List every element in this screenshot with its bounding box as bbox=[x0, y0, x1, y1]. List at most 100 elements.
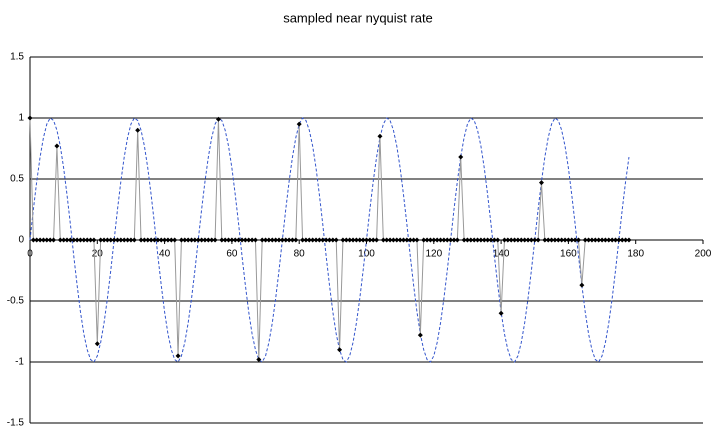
data-marker bbox=[562, 237, 568, 243]
data-marker bbox=[226, 237, 232, 243]
x-tick-label: 60 bbox=[226, 249, 238, 260]
data-marker bbox=[178, 237, 184, 243]
data-marker bbox=[135, 127, 141, 133]
data-marker bbox=[350, 237, 356, 243]
data-marker bbox=[222, 237, 228, 243]
data-marker bbox=[111, 237, 117, 243]
data-marker bbox=[242, 237, 248, 243]
data-marker bbox=[323, 237, 329, 243]
data-marker bbox=[34, 237, 40, 243]
data-marker bbox=[464, 237, 470, 243]
data-marker bbox=[249, 237, 255, 243]
data-marker bbox=[141, 237, 147, 243]
data-marker bbox=[189, 237, 195, 243]
data-marker bbox=[478, 237, 484, 243]
data-marker bbox=[306, 237, 312, 243]
data-marker bbox=[340, 237, 346, 243]
data-marker bbox=[353, 237, 359, 243]
data-marker bbox=[30, 237, 36, 243]
data-marker bbox=[101, 237, 107, 243]
data-marker bbox=[488, 237, 494, 243]
data-marker bbox=[461, 237, 467, 243]
data-marker bbox=[602, 237, 608, 243]
data-marker bbox=[71, 237, 77, 243]
y-tick-label: -0.5 bbox=[7, 296, 25, 307]
data-marker bbox=[441, 237, 447, 243]
data-marker bbox=[310, 237, 316, 243]
data-marker bbox=[259, 237, 265, 243]
data-marker bbox=[118, 237, 124, 243]
data-marker bbox=[263, 237, 269, 243]
data-marker bbox=[623, 237, 629, 243]
data-marker bbox=[303, 237, 309, 243]
x-tick-label: 40 bbox=[159, 249, 171, 260]
data-marker bbox=[269, 237, 275, 243]
data-marker bbox=[572, 237, 578, 243]
x-tick-label: 200 bbox=[695, 249, 712, 260]
data-marker bbox=[508, 237, 514, 243]
data-marker bbox=[394, 237, 400, 243]
data-marker bbox=[91, 237, 97, 243]
y-tick-label: 1 bbox=[18, 113, 24, 124]
data-marker bbox=[44, 237, 50, 243]
data-marker bbox=[182, 237, 188, 243]
data-marker bbox=[192, 237, 198, 243]
data-marker bbox=[74, 237, 80, 243]
data-marker bbox=[67, 237, 73, 243]
data-marker bbox=[515, 237, 521, 243]
data-marker bbox=[522, 237, 528, 243]
data-marker bbox=[347, 237, 353, 243]
data-marker bbox=[84, 237, 90, 243]
data-marker bbox=[289, 237, 295, 243]
data-marker bbox=[246, 237, 252, 243]
data-marker bbox=[417, 332, 423, 338]
data-marker bbox=[131, 237, 137, 243]
x-tick-label: 120 bbox=[425, 249, 442, 260]
data-marker bbox=[414, 237, 420, 243]
data-marker bbox=[108, 237, 114, 243]
data-marker bbox=[195, 237, 201, 243]
data-marker bbox=[377, 133, 383, 139]
y-tick-label: -1.5 bbox=[7, 418, 25, 429]
data-marker bbox=[367, 237, 373, 243]
data-marker bbox=[518, 237, 524, 243]
data-marker bbox=[313, 237, 319, 243]
data-marker bbox=[316, 237, 322, 243]
data-marker bbox=[609, 237, 615, 243]
data-marker bbox=[128, 237, 134, 243]
x-tick-label: 80 bbox=[294, 249, 306, 260]
data-marker bbox=[293, 237, 299, 243]
x-tick-label: 160 bbox=[560, 249, 577, 260]
data-marker bbox=[219, 237, 225, 243]
data-marker bbox=[421, 237, 427, 243]
y-tick-label: 0.5 bbox=[10, 174, 24, 185]
data-marker bbox=[283, 237, 289, 243]
data-marker bbox=[586, 237, 592, 243]
data-marker bbox=[481, 237, 487, 243]
data-marker bbox=[81, 237, 87, 243]
data-marker bbox=[168, 237, 174, 243]
data-marker bbox=[88, 237, 94, 243]
data-marker bbox=[555, 237, 561, 243]
data-marker bbox=[370, 237, 376, 243]
data-marker bbox=[592, 237, 598, 243]
data-marker bbox=[431, 237, 437, 243]
data-marker bbox=[256, 357, 262, 363]
data-marker bbox=[599, 237, 605, 243]
data-marker bbox=[525, 237, 531, 243]
data-marker bbox=[552, 237, 558, 243]
data-marker bbox=[485, 237, 491, 243]
data-marker bbox=[411, 237, 417, 243]
data-marker bbox=[468, 237, 474, 243]
data-marker bbox=[532, 237, 538, 243]
data-marker bbox=[145, 237, 151, 243]
data-marker bbox=[165, 237, 171, 243]
data-marker bbox=[390, 237, 396, 243]
data-marker bbox=[215, 116, 221, 122]
data-marker bbox=[333, 237, 339, 243]
data-marker bbox=[104, 237, 110, 243]
data-marker bbox=[475, 237, 481, 243]
data-marker bbox=[444, 237, 450, 243]
data-marker bbox=[266, 237, 272, 243]
data-marker bbox=[505, 237, 511, 243]
